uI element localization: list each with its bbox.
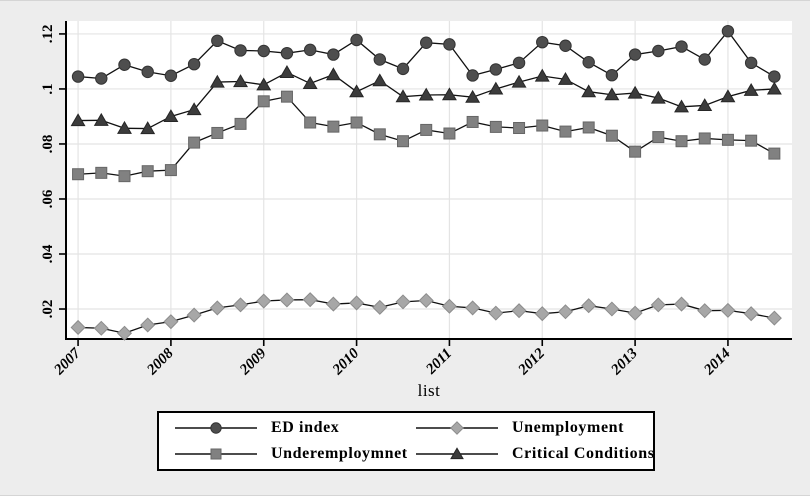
legend-entry-critical-conditions: Critical Conditions <box>406 445 654 463</box>
unemployment-line-marker-icon <box>416 421 498 435</box>
svg-text:2007: 2007 <box>51 345 85 379</box>
svg-text:2012: 2012 <box>515 345 549 379</box>
svg-text:.1: .1 <box>40 83 56 94</box>
legend-row: Underemploymnet Critical Conditions <box>165 441 654 467</box>
legend-row: ED index Unemployment <box>165 415 647 441</box>
legend-label-unemployment: Unemployment <box>512 419 625 436</box>
critical-conditions-line-marker-icon <box>416 447 498 460</box>
svg-text:2013: 2013 <box>608 345 642 379</box>
svg-text:.04: .04 <box>40 244 56 263</box>
legend-label-critical-conditions: Critical Conditions <box>512 445 655 462</box>
legend-entry-unemployment: Unemployment <box>406 419 647 437</box>
legend-entry-ed-index: ED index <box>165 419 406 437</box>
svg-text:.02: .02 <box>40 300 56 319</box>
legend: ED index Unemployment Underemploymnet Cr… <box>157 411 655 471</box>
svg-text:2011: 2011 <box>423 346 456 379</box>
ed-index-line-marker-icon <box>175 422 257 434</box>
plot-area: .02 .04 .06 .08 .1 .12 2007 2008 2009 2010 2011 201… <box>40 21 792 379</box>
svg-text:2010: 2010 <box>329 345 363 379</box>
svg-text:.06: .06 <box>40 189 56 208</box>
svg-text:2008: 2008 <box>144 345 178 379</box>
underemployment-line-marker-icon <box>175 448 257 460</box>
svg-text:2014: 2014 <box>701 345 735 379</box>
svg-text:.08: .08 <box>40 135 56 154</box>
legend-entry-underemployment: Underemploymnet <box>165 445 408 463</box>
legend-label-ed-index: ED index <box>271 419 340 436</box>
legend-label-underemployment: Underemploymnet <box>271 445 408 462</box>
x-axis-title: list <box>417 381 441 400</box>
svg-text:2009: 2009 <box>236 345 270 379</box>
svg-text:.12: .12 <box>40 25 56 44</box>
